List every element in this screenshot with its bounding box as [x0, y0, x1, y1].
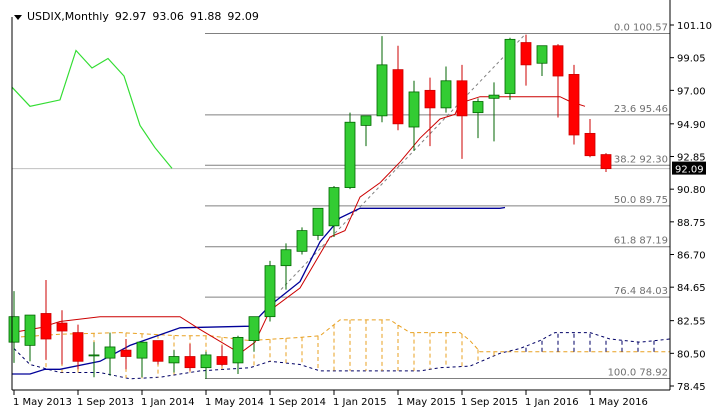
fib-level-label: 76.4 84.03 [614, 286, 668, 297]
chikou-span-line [11, 49, 173, 169]
y-tick-label: 86.70 [677, 251, 706, 262]
candle-body [8, 316, 20, 343]
close-value: 92.09 [227, 10, 259, 23]
candle-body [88, 354, 100, 357]
candle-body [264, 265, 276, 318]
x-tick-label: 1 May 2013 [13, 397, 72, 408]
y-tick-label: 88.75 [677, 218, 706, 229]
low-value: 91.88 [189, 10, 222, 23]
candle-body [24, 314, 36, 346]
fib-level-label: 100.0 78.92 [608, 368, 668, 379]
candle-body [56, 322, 68, 332]
x-tick-label: 1 May 2016 [589, 397, 648, 408]
candle-body [600, 154, 612, 170]
candle-body [568, 74, 580, 136]
x-tick-label: 1 Jan 2014 [141, 397, 195, 408]
candle-body [392, 69, 404, 125]
x-tick-label: 1 Jan 2016 [525, 397, 579, 408]
fib-level-label: 61.8 87.19 [614, 236, 668, 247]
x-tick-label: 1 May 2014 [205, 397, 264, 408]
candle-body [184, 356, 196, 369]
y-tick-label: 99.05 [677, 54, 706, 65]
candle-body [456, 80, 468, 117]
candle-body [280, 249, 292, 267]
high-value: 93.06 [152, 10, 184, 23]
candle-body [472, 101, 484, 114]
x-tick-label: 1 Sep 2013 [77, 397, 134, 408]
y-tick-label: 90.80 [677, 185, 706, 196]
candle-body [72, 332, 84, 362]
open-value: 92.97 [114, 10, 147, 23]
candles [8, 34, 612, 379]
symbol-label: USDIX,Monthly [27, 10, 109, 23]
candle-body [136, 341, 148, 359]
candle-body [120, 349, 132, 357]
candle-body [104, 346, 116, 359]
candle-body [376, 64, 388, 117]
fib-level-label: 23.6 95.46 [614, 104, 668, 115]
fibonacci-levels: 0.0 100.57 23.6 95.46 38.2 92.30 50.0 89.75… [12, 22, 670, 380]
candle-body [200, 354, 212, 369]
y-tick-label: 94.90 [677, 120, 706, 131]
senkou-span-b [13, 332, 671, 380]
x-tick-label: 1 May 2015 [397, 397, 456, 408]
kijun-sen-line [12, 206, 506, 375]
x-tick-label: 1 Sep 2014 [269, 397, 326, 408]
candle-body [504, 38, 516, 94]
candle-body [40, 313, 52, 340]
candle-body [248, 316, 260, 341]
candle-body [328, 187, 340, 227]
candle-body [552, 45, 564, 77]
fib-level-label: 38.2 92.30 [614, 154, 668, 165]
candle-body [536, 45, 548, 64]
indicator-lines [11, 49, 586, 375]
candle-body [520, 42, 532, 66]
axes: 101.10 99.05 97.00 94.90 92.85 90.80 88.75 86.7… [11, 0, 712, 408]
x-tick-label: 1 Sep 2015 [461, 397, 518, 408]
current-price-badge [672, 161, 706, 175]
y-tick-label: 84.65 [677, 283, 706, 294]
candle-body [344, 121, 356, 188]
fib-trend-line [280, 33, 527, 290]
candle-body [216, 356, 228, 365]
y-tick-label: 97.00 [677, 86, 706, 97]
y-tick-label: 80.50 [677, 349, 706, 360]
chart-title-bar: USDIX,Monthly 92.97 93.06 91.88 92.09 [14, 10, 265, 23]
candle-body [152, 340, 164, 362]
candle-body [312, 207, 324, 236]
candle-body [408, 91, 420, 128]
candle-body [168, 356, 180, 364]
senkou-span-a [13, 319, 670, 353]
y-tick-label: 82.55 [677, 317, 706, 328]
y-tick-label: 101.10 [677, 21, 712, 32]
x-tick-label: 1 Jan 2015 [333, 397, 387, 408]
y-tick-label: 92.85 [677, 152, 706, 163]
candle-body [296, 230, 308, 252]
tenkan-sen-line [11, 96, 586, 354]
fib-level-label: 50.0 89.75 [614, 195, 668, 206]
y-tick-label: 78.45 [677, 382, 706, 393]
candle-body [584, 132, 596, 157]
triangle-down-icon[interactable] [14, 14, 22, 20]
candle-body [424, 89, 436, 109]
fib-level-label: 0.0 100.57 [614, 22, 668, 33]
candle-body [360, 115, 372, 126]
candle-body [488, 94, 500, 99]
candle-body [232, 336, 244, 364]
current-price-label: 92.09 [675, 165, 704, 176]
candle-body [440, 80, 452, 109]
